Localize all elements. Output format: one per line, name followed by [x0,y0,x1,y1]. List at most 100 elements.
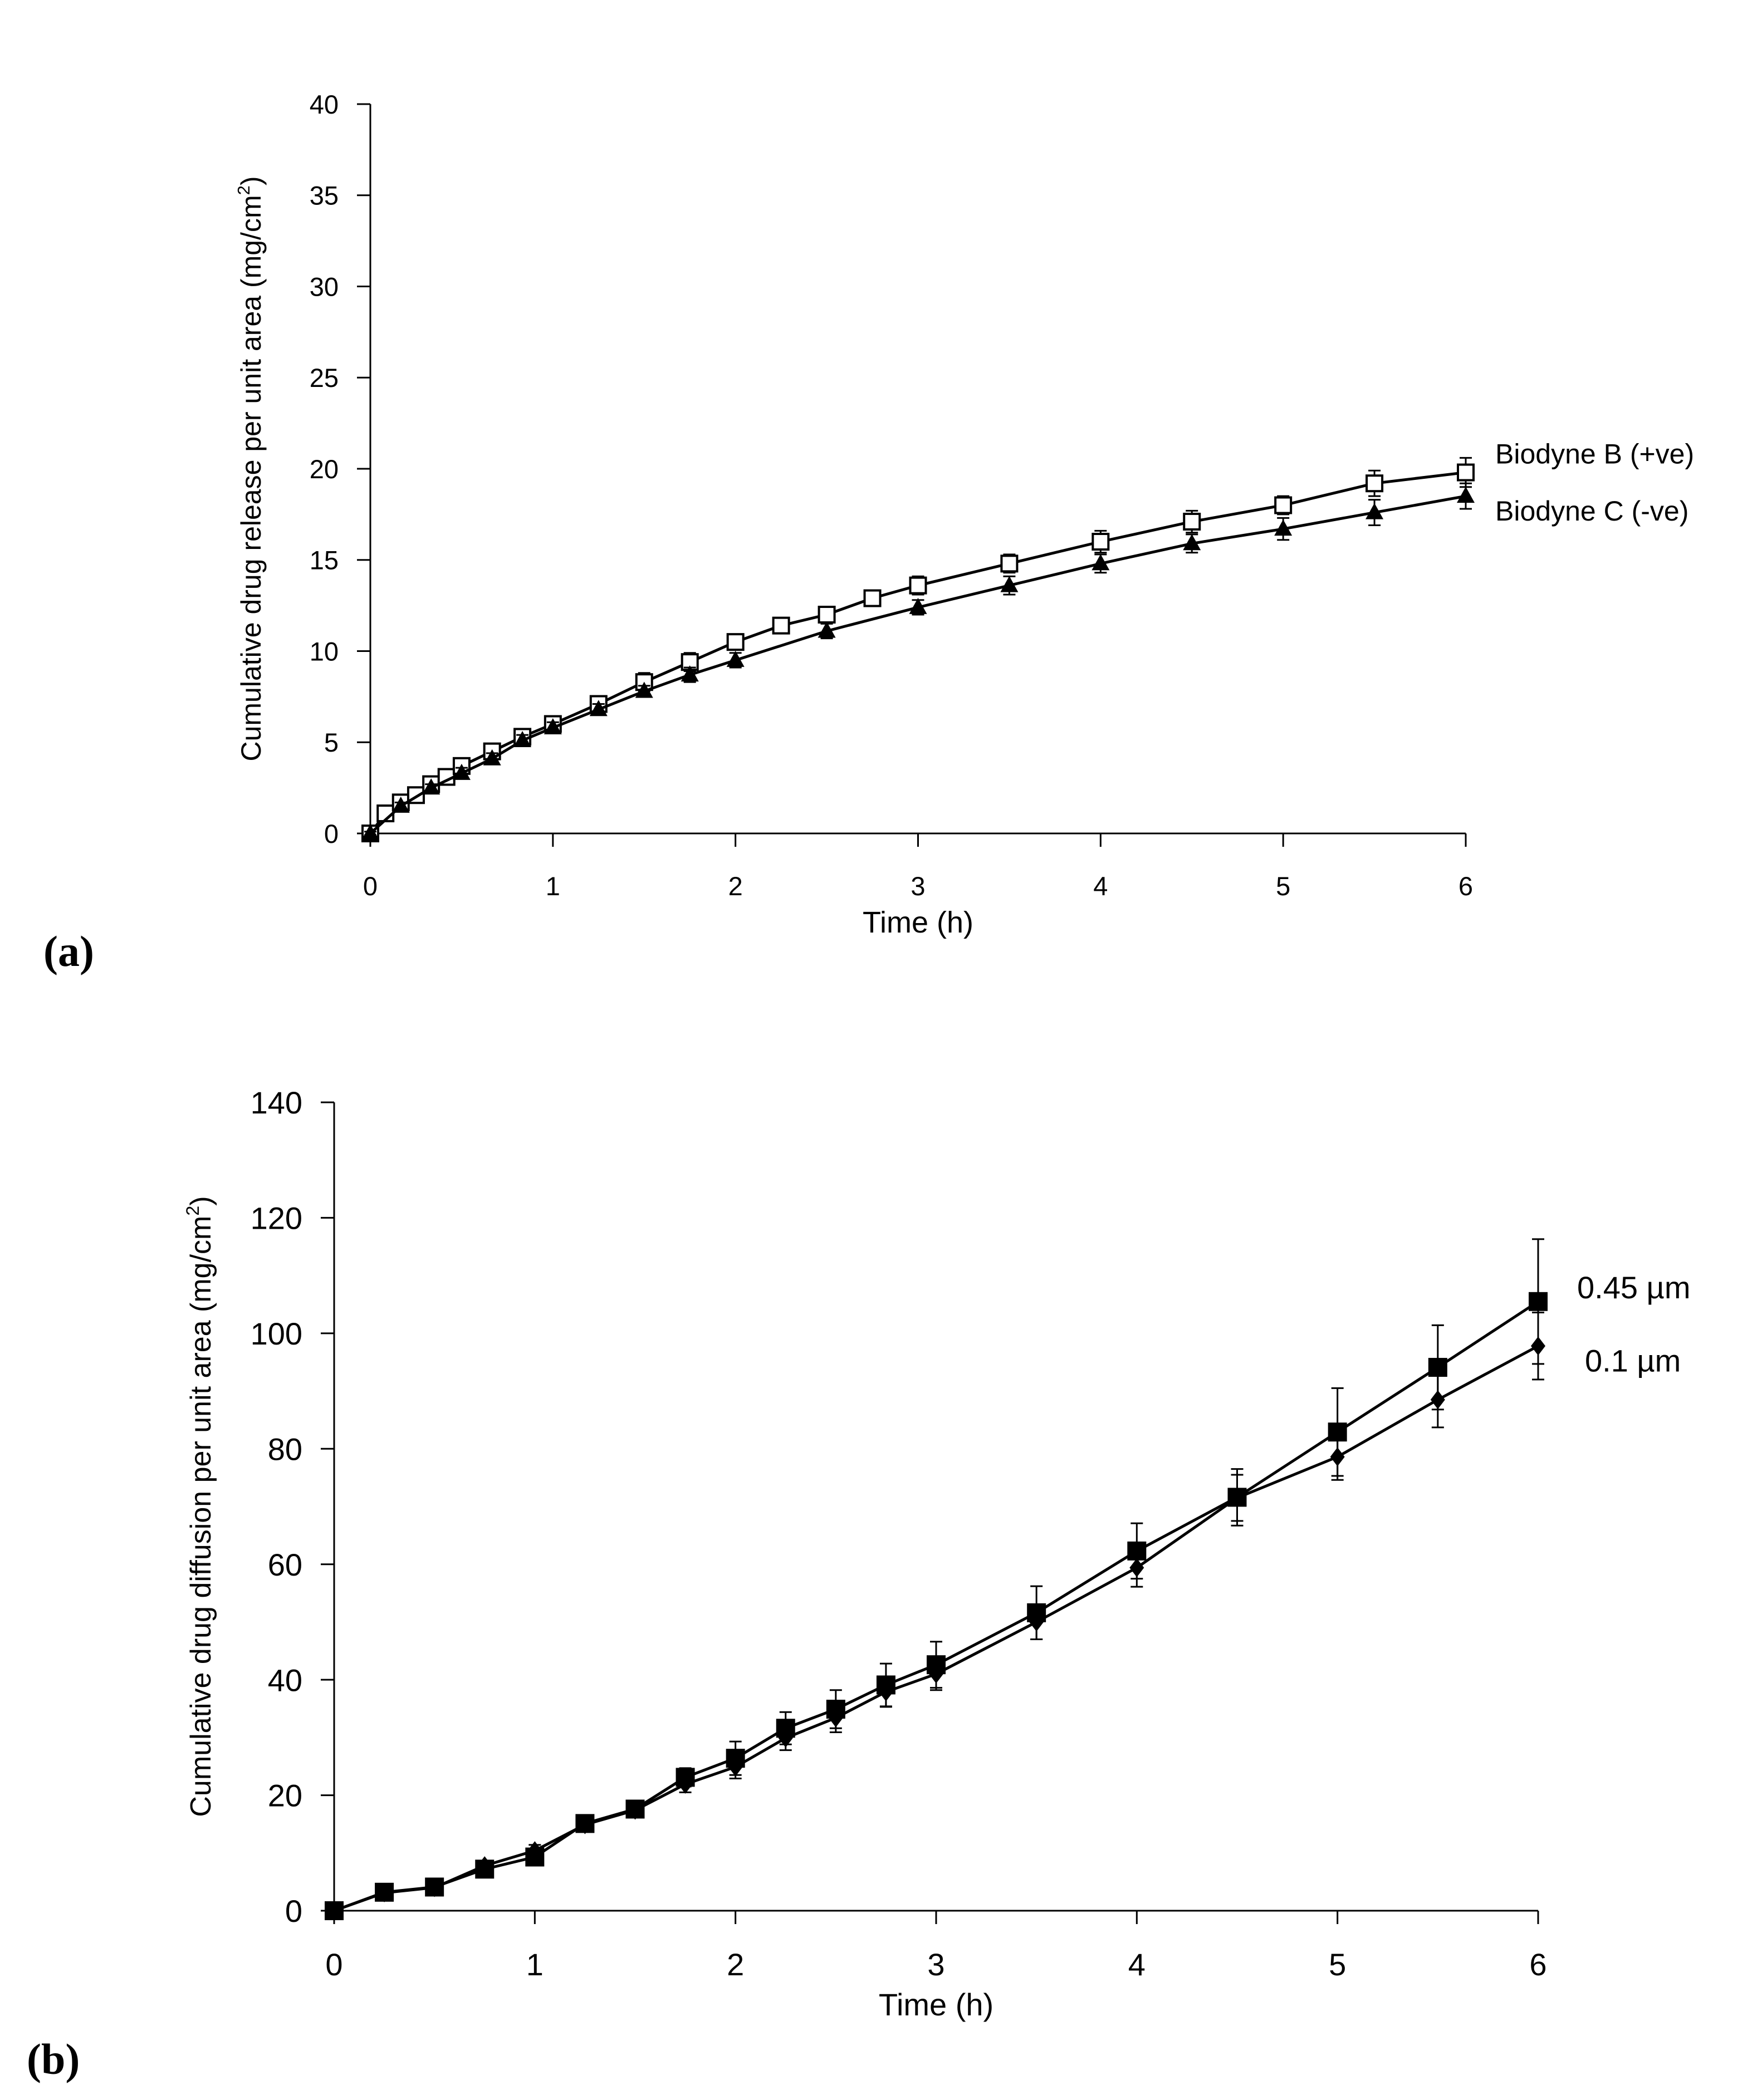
data-point [929,1664,943,1684]
y-tick-label: 5 [324,728,339,757]
y-tick-label: 40 [268,1662,302,1697]
data-point [1092,554,1110,571]
x-tick-label: 5 [1276,871,1290,901]
x-tick-label: 0 [325,1947,342,1982]
y-axis-label-superscript: 2 [183,1206,203,1216]
data-point [327,1901,341,1920]
data-point [483,749,501,766]
series-label: 0.45 µm [1577,1270,1690,1305]
data-point [1274,519,1293,536]
data-point [728,1757,743,1777]
data-point [681,665,699,682]
data-point [772,616,790,635]
data-point [1000,576,1019,592]
data-point [726,650,745,667]
data-point [1365,474,1384,493]
data-point [726,633,745,651]
data-point [909,597,927,614]
data-point [361,824,379,840]
y-tick-label: 10 [310,636,339,666]
series-label: Biodyne C (-ve) [1495,495,1688,527]
y-tick-label: 25 [310,363,339,392]
series-biodyne-b-ve-: Biodyne B (+ve) [361,439,1694,842]
data-point [1274,496,1293,514]
x-tick-label: 2 [727,1947,744,1982]
series-biodyne-c-ve-: Biodyne C (-ve) [361,482,1688,840]
x-tick-label: 3 [911,871,925,901]
y-axis-label: Cumulative drug release per unit area (m… [234,176,267,761]
data-point [1092,533,1110,551]
data-point [544,718,562,735]
data-point [1457,487,1475,503]
data-point [1365,503,1384,519]
data-point [1330,1447,1345,1466]
x-axis-label: Time (h) [879,1987,993,2022]
data-point [1129,1558,1144,1577]
data-point [1531,1336,1545,1356]
data-point [1529,1292,1548,1311]
y-axis-label-text: Cumulative drug release per unit area (m… [236,195,267,761]
y-tick-label: 60 [268,1547,302,1582]
data-point [828,1708,843,1728]
x-tick-label: 0 [363,871,378,901]
data-point [452,763,471,780]
y-tick-label: 140 [251,1085,302,1120]
data-point [1230,1488,1245,1508]
y-tick-label: 15 [310,546,339,575]
series-label: 0.1 µm [1585,1343,1681,1378]
x-tick-label: 2 [728,871,743,901]
data-point [422,778,440,795]
y-axis-label-close: ) [236,176,267,185]
y-tick-label: 30 [310,272,339,301]
panel-label: (a) [43,927,94,975]
x-tick-label: 3 [927,1947,944,1982]
y-tick-label: 20 [310,454,339,484]
data-point [477,1856,492,1876]
data-point [635,681,653,698]
chart-panel-a: 0 1 2 3 4 5 6 0 5 10 15 20 25 30 35 40 Time (h) Cumulativ… [43,90,1694,975]
series-0-1-m: 0.1 µm [327,1312,1681,1920]
panel-label: (b) [27,2035,80,2083]
y-tick-label: 35 [310,181,339,210]
x-tick-label: 6 [1529,1947,1546,1982]
data-point [377,1883,392,1902]
data-point [391,796,410,813]
y-axis-label-superscript: 2 [234,185,253,195]
y-tick-label: 40 [310,90,339,119]
data-point [589,700,608,717]
data-point [427,1878,442,1897]
data-point [628,1800,643,1820]
data-point [778,1728,793,1748]
data-point [1000,555,1019,573]
y-axis-label-text: Cumulative drug diffusion per unit area … [185,1216,217,1817]
x-tick-label: 4 [1093,871,1108,901]
data-point [818,606,836,624]
data-point [577,1815,593,1834]
x-tick-label: 5 [1329,1947,1346,1982]
data-point [909,576,927,595]
y-axis-label-close: ) [185,1196,217,1205]
y-axis-label: Cumulative drug diffusion per unit area … [183,1196,217,1817]
series-label: Biodyne B (+ve) [1495,439,1694,470]
x-tick-label: 1 [526,1947,544,1982]
data-point [878,1682,893,1701]
data-point [1457,463,1475,482]
x-tick-label: 6 [1458,871,1473,901]
data-point [678,1774,693,1794]
data-point [818,621,836,638]
data-point [1430,1390,1445,1410]
data-point [437,768,456,786]
y-tick-label: 80 [268,1431,302,1466]
data-point [1029,1612,1044,1632]
y-tick-label: 0 [285,1893,302,1929]
y-tick-label: 100 [251,1316,302,1351]
y-tick-label: 120 [251,1201,302,1236]
y-tick-label: 0 [324,819,339,848]
data-point [1183,534,1201,551]
x-tick-label: 1 [546,871,560,901]
x-tick-label: 4 [1128,1947,1146,1982]
data-point [1183,512,1201,531]
data-point [863,589,882,607]
